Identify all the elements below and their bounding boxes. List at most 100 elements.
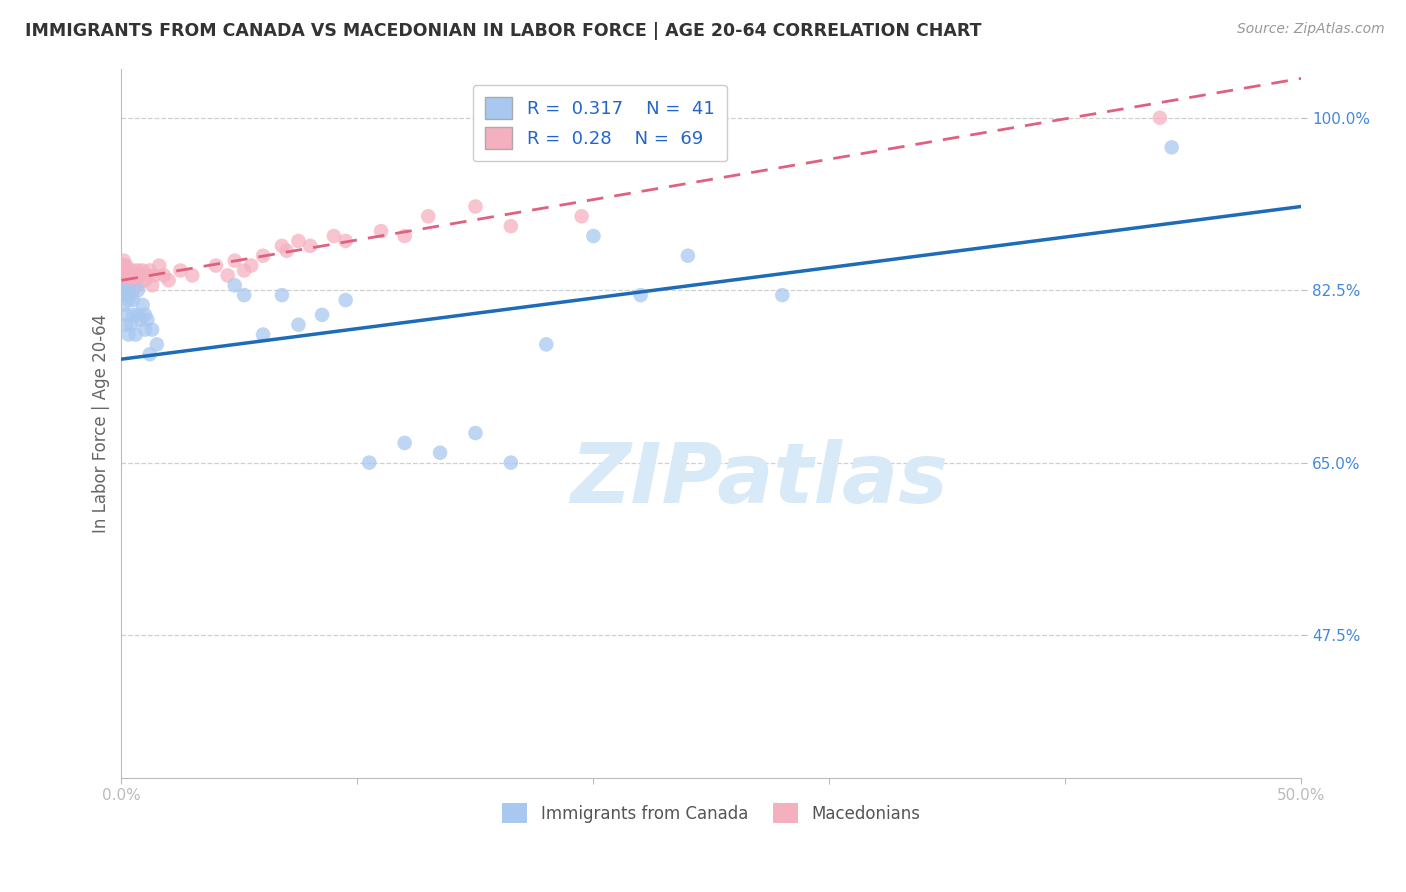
Point — [418, 209, 440, 223]
Point — [131, 298, 153, 312]
Point — [139, 263, 162, 277]
Point — [240, 259, 263, 273]
Point — [122, 308, 145, 322]
Point — [148, 259, 170, 273]
Point — [464, 425, 486, 440]
Point — [115, 283, 138, 297]
Point — [131, 263, 153, 277]
Point — [112, 298, 135, 312]
Point — [536, 337, 558, 351]
Point — [112, 259, 135, 273]
Point — [112, 273, 135, 287]
Point — [233, 263, 256, 277]
Point — [124, 327, 146, 342]
Point — [311, 308, 333, 322]
Point — [117, 327, 139, 342]
Point — [115, 273, 138, 287]
Text: IMMIGRANTS FROM CANADA VS MACEDONIAN IN LABOR FORCE | AGE 20-64 CORRELATION CHAR: IMMIGRANTS FROM CANADA VS MACEDONIAN IN … — [25, 22, 981, 40]
Point — [582, 229, 605, 244]
Point — [134, 273, 156, 287]
Point — [112, 263, 135, 277]
Point — [335, 234, 357, 248]
Point — [157, 273, 180, 287]
Point — [271, 239, 294, 253]
Point — [120, 288, 142, 302]
Point — [146, 337, 169, 351]
Point — [571, 209, 593, 223]
Point — [120, 268, 142, 283]
Point — [120, 318, 142, 332]
Point — [112, 273, 135, 287]
Point — [112, 263, 135, 277]
Point — [429, 446, 451, 460]
Legend: Immigrants from Canada, Macedonians: Immigrants from Canada, Macedonians — [496, 797, 927, 830]
Point — [115, 318, 138, 332]
Point — [122, 283, 145, 297]
Point — [115, 263, 138, 277]
Point — [112, 259, 135, 273]
Point — [134, 323, 156, 337]
Point — [117, 263, 139, 277]
Point — [112, 288, 135, 302]
Point — [1160, 140, 1182, 154]
Point — [115, 278, 138, 293]
Point — [117, 273, 139, 287]
Point — [169, 263, 191, 277]
Point — [112, 268, 135, 283]
Point — [141, 323, 163, 337]
Point — [129, 312, 152, 326]
Point — [139, 347, 162, 361]
Point — [115, 268, 138, 283]
Point — [499, 219, 522, 234]
Text: ZIPatlas: ZIPatlas — [569, 440, 948, 520]
Point — [112, 283, 135, 297]
Point — [112, 283, 135, 297]
Point — [122, 263, 145, 277]
Point — [224, 278, 246, 293]
Point — [287, 318, 309, 332]
Point — [136, 312, 159, 326]
Point — [112, 283, 135, 297]
Point — [115, 283, 138, 297]
Text: Source: ZipAtlas.com: Source: ZipAtlas.com — [1237, 22, 1385, 37]
Point — [124, 273, 146, 287]
Point — [287, 234, 309, 248]
Point — [370, 224, 392, 238]
Point — [181, 268, 204, 283]
Point — [217, 268, 239, 283]
Point — [224, 253, 246, 268]
Point — [299, 239, 322, 253]
Point — [115, 268, 138, 283]
Point — [112, 268, 135, 283]
Point — [112, 278, 135, 293]
Point — [127, 263, 149, 277]
Point — [117, 288, 139, 302]
Point — [153, 268, 176, 283]
Point — [112, 278, 135, 293]
Point — [770, 288, 793, 302]
Point — [112, 268, 135, 283]
Point — [117, 283, 139, 297]
Point — [676, 249, 699, 263]
Point — [252, 249, 274, 263]
Point — [464, 199, 486, 213]
Point — [205, 259, 228, 273]
Point — [630, 288, 652, 302]
Point — [359, 456, 381, 470]
Point — [394, 436, 416, 450]
Point — [115, 259, 138, 273]
Point — [115, 308, 138, 322]
Point — [112, 278, 135, 293]
Point — [499, 456, 522, 470]
Point — [271, 288, 294, 302]
Point — [112, 283, 135, 297]
Point — [112, 263, 135, 277]
Point — [143, 268, 166, 283]
Point — [127, 278, 149, 293]
Point — [129, 268, 152, 283]
Point — [233, 288, 256, 302]
Point — [117, 293, 139, 307]
Point — [122, 293, 145, 307]
Point — [134, 308, 156, 322]
Point — [276, 244, 298, 258]
